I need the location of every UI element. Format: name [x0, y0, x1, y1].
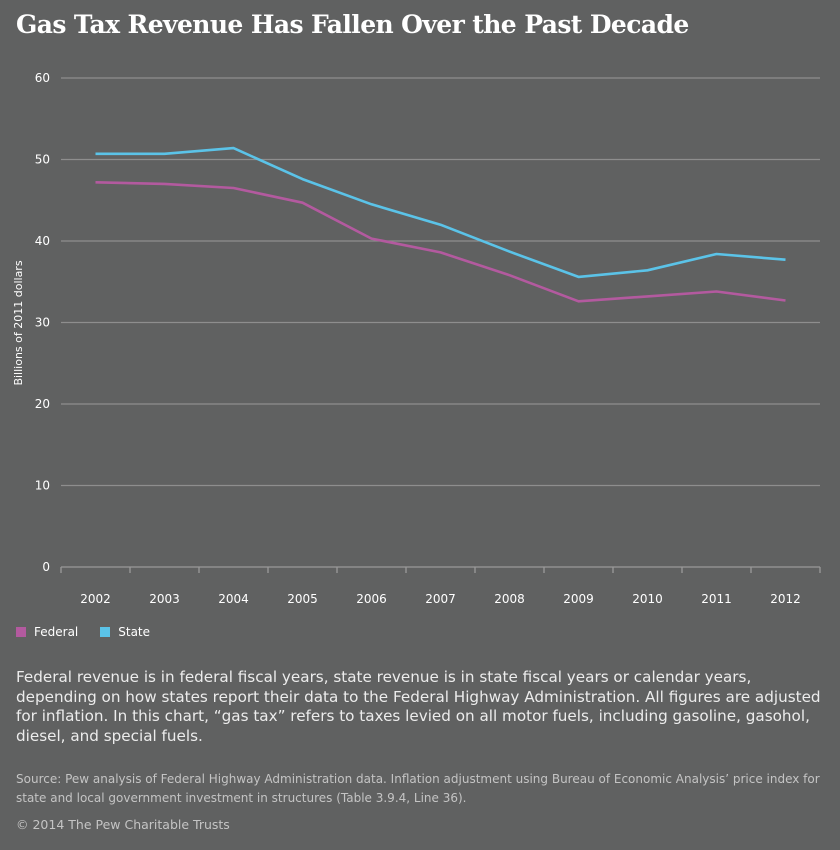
legend-item-federal: Federal — [16, 625, 78, 639]
series-lines — [95, 146, 786, 303]
x-tick-label: 2012 — [770, 592, 801, 606]
y-tick-label: 50 — [35, 153, 50, 167]
x-tick-label: 2002 — [80, 592, 111, 606]
gridlines — [61, 77, 820, 487]
source-text: Source: Pew analysis of Federal Highway … — [16, 772, 820, 805]
legend-swatch — [16, 627, 26, 637]
legend-label: Federal — [34, 625, 79, 639]
x-tick-label: 2008 — [494, 592, 525, 606]
x-tick-label: 2005 — [287, 592, 318, 606]
x-axis: 2002 2003 2004 2005 2006 2007 2008 2009 2010 2011… — [60, 566, 821, 606]
series-line-federal — [95, 181, 786, 303]
y-tick-label: 40 — [35, 234, 50, 248]
y-tick-label: 30 — [35, 316, 50, 330]
legend-swatch — [100, 627, 111, 637]
x-tick-label: 2006 — [356, 592, 387, 606]
x-tick-label: 2009 — [563, 592, 594, 606]
chart-title: Gas Tax Revenue Has Fallen Over the Past… — [16, 10, 689, 39]
copyright-text: © 2014 The Pew Charitable Trusts — [16, 817, 230, 832]
x-tick-label: 2010 — [632, 592, 663, 606]
legend-item-state: State — [100, 625, 150, 639]
x-tick-label: 2004 — [218, 592, 249, 606]
x-tick-label: 2011 — [701, 592, 732, 606]
chart-note: Federal revenue is in federal fiscal yea… — [16, 668, 821, 745]
legend-label: State — [118, 625, 151, 639]
y-tick-label: 20 — [35, 397, 50, 411]
legend: Federal State — [16, 625, 150, 639]
x-tick-label: 2007 — [425, 592, 456, 606]
y-tick-label: 0 — [42, 560, 50, 574]
y-tick-label: 10 — [35, 479, 50, 493]
x-tick-label: 2003 — [149, 592, 180, 606]
y-axis-label: Billions of 2011 dollars — [12, 260, 25, 385]
series-line-state — [95, 146, 786, 279]
y-axis-ticks: 0 10 20 30 40 50 60 — [35, 71, 50, 574]
y-tick-label: 60 — [35, 71, 50, 85]
